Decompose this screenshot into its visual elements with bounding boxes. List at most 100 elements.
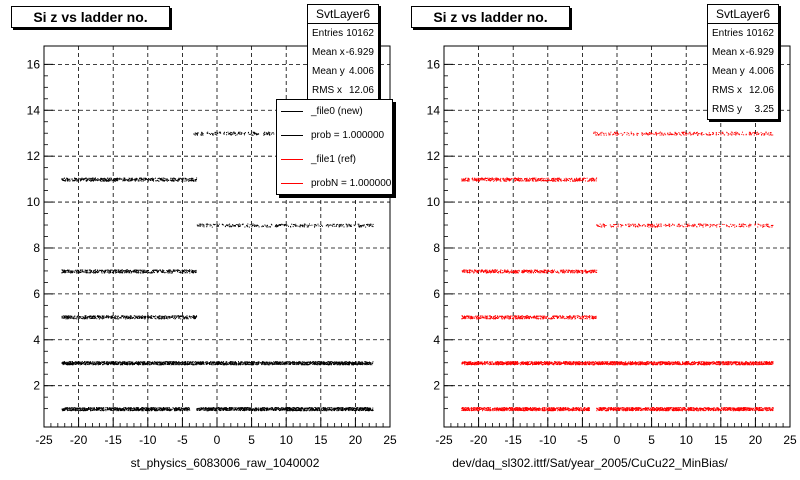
data-point xyxy=(131,270,133,272)
data-point xyxy=(141,362,143,364)
data-point xyxy=(303,223,305,225)
data-point xyxy=(139,270,141,272)
data-point xyxy=(361,363,362,365)
data-point xyxy=(210,224,212,226)
data-point xyxy=(175,361,177,363)
data-point xyxy=(181,409,183,411)
data-point xyxy=(156,364,158,365)
data-point xyxy=(262,225,264,227)
data-point xyxy=(350,225,352,227)
data-point xyxy=(318,408,320,410)
data-point xyxy=(324,409,326,411)
data-point xyxy=(206,226,208,228)
data-point xyxy=(320,361,322,363)
data-point xyxy=(304,364,306,366)
data-point xyxy=(205,363,207,365)
data-point xyxy=(65,271,67,273)
data-point xyxy=(252,409,253,411)
data-point xyxy=(235,362,237,364)
data-point xyxy=(157,317,159,319)
data-point xyxy=(139,409,141,410)
data-point xyxy=(100,407,102,409)
data-point xyxy=(240,363,242,365)
data-point xyxy=(368,407,370,409)
data-point xyxy=(122,364,124,365)
data-point xyxy=(277,408,279,410)
data-point xyxy=(160,362,162,364)
data-point xyxy=(190,269,192,271)
data-point xyxy=(139,272,141,274)
data-point xyxy=(164,362,166,364)
data-point xyxy=(122,271,123,273)
data-point xyxy=(85,316,86,318)
data-point xyxy=(98,408,100,410)
data-point xyxy=(292,226,294,228)
data-point xyxy=(67,363,68,365)
data-point xyxy=(198,407,200,409)
data-point xyxy=(313,361,315,363)
data-point xyxy=(353,408,355,410)
data-point xyxy=(302,361,304,363)
data-point xyxy=(181,409,183,411)
data-point xyxy=(270,363,272,364)
data-point xyxy=(286,361,288,363)
data-point xyxy=(205,362,207,364)
data-point xyxy=(120,270,121,272)
data-point xyxy=(72,272,74,273)
data-point xyxy=(354,362,356,364)
data-point xyxy=(123,362,125,364)
data-point xyxy=(195,361,197,363)
data-point xyxy=(80,410,81,412)
data-point xyxy=(262,409,264,411)
data-point xyxy=(334,363,336,365)
data-point xyxy=(95,408,97,410)
data-point xyxy=(289,363,291,365)
data-point xyxy=(141,315,143,317)
data-point xyxy=(257,361,259,363)
data-point xyxy=(125,361,127,363)
data-point xyxy=(80,410,82,411)
data-point xyxy=(246,363,247,365)
data-point xyxy=(70,272,72,274)
data-point xyxy=(294,362,296,364)
data-point xyxy=(100,270,102,271)
data-point xyxy=(123,270,125,272)
data-point xyxy=(242,407,244,409)
data-point xyxy=(113,317,115,319)
data-point xyxy=(66,315,68,317)
data-point xyxy=(320,409,322,411)
data-point xyxy=(173,270,175,272)
data-point xyxy=(113,270,115,272)
data-point xyxy=(163,270,165,271)
data-point xyxy=(283,364,285,366)
data-point xyxy=(334,362,336,364)
data-point xyxy=(119,272,121,274)
data-point xyxy=(100,317,101,319)
data-point xyxy=(222,409,224,410)
data-point xyxy=(116,315,118,317)
data-point xyxy=(68,361,69,363)
data-point xyxy=(129,364,130,366)
data-point xyxy=(210,363,212,365)
data-point xyxy=(141,316,143,318)
data-point xyxy=(196,362,198,363)
data-point xyxy=(64,271,66,273)
data-point xyxy=(371,410,373,412)
data-point xyxy=(141,317,143,319)
data-point xyxy=(112,407,114,409)
data-point xyxy=(68,410,70,411)
data-point xyxy=(182,315,184,317)
data-point xyxy=(153,272,155,274)
data-point xyxy=(341,224,343,226)
data-point xyxy=(255,410,257,411)
data-point xyxy=(91,317,93,319)
data-point xyxy=(103,363,105,365)
data-point xyxy=(356,408,357,410)
data-point xyxy=(138,362,140,364)
data-point xyxy=(130,407,132,409)
data-point xyxy=(278,224,280,226)
data-point xyxy=(196,408,198,410)
data-point xyxy=(189,409,191,411)
data-point xyxy=(97,272,98,274)
data-point xyxy=(249,224,251,226)
